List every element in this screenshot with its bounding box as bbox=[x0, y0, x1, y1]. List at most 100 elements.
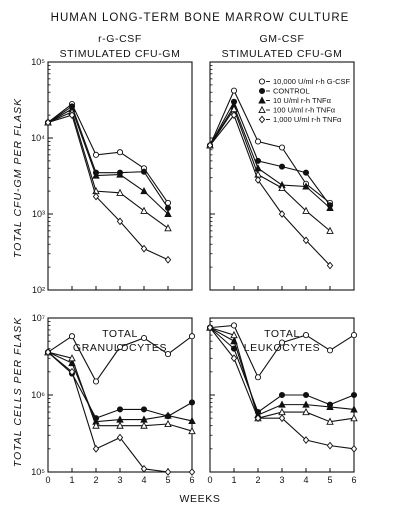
panel-title-line-2: STIMULATED CFU-GM bbox=[60, 48, 181, 60]
data-point-triangle-filled bbox=[350, 405, 358, 413]
series-line-circle-filled bbox=[47, 105, 169, 209]
y-axis-label-bottom: TOTAL CELLS PER FLASK bbox=[12, 317, 24, 468]
panel-title-line-1: TOTAL bbox=[264, 328, 300, 340]
data-point-circle-open bbox=[278, 144, 286, 151]
data-point-diamond-open bbox=[206, 323, 214, 332]
data-point-circle-open bbox=[230, 87, 238, 94]
data-point-diamond-open bbox=[326, 261, 334, 270]
series-line-diamond-open bbox=[209, 114, 331, 266]
data-point-circle-open bbox=[188, 333, 196, 340]
data-point-triangle-open bbox=[140, 206, 148, 214]
x-tick-label: 4 bbox=[141, 475, 146, 485]
data-point-diamond-open bbox=[92, 192, 100, 201]
data-point-triangle-open bbox=[302, 407, 310, 416]
data-point-triangle-open bbox=[68, 354, 76, 362]
y-tick-label: 10² bbox=[32, 285, 45, 295]
x-tick-label: 2 bbox=[255, 475, 260, 485]
y-tick-label: 10⁵ bbox=[31, 467, 45, 477]
x-tick-label: 0 bbox=[45, 475, 50, 485]
x-tick-label: 6 bbox=[351, 475, 356, 485]
x-tick-label: 1 bbox=[69, 475, 74, 485]
data-point-triangle-open bbox=[164, 224, 172, 232]
series-line-triangle-open bbox=[209, 107, 331, 232]
data-point-diamond-open bbox=[44, 348, 52, 357]
panel-cfu-gm-gm-csf: GM-CSF STIMULATED CFU-GM bbox=[206, 33, 355, 291]
legend-marker-circle-filled bbox=[258, 87, 266, 95]
data-point-circle-filled bbox=[278, 163, 286, 170]
data-point-diamond-open bbox=[278, 414, 286, 423]
data-point-circle-open bbox=[254, 374, 262, 381]
panel-cfu-gm-g-csf: r-G-CSF STIMULATED CFU-GM 10² 10³ 10⁴ 10⁵ bbox=[31, 33, 193, 295]
data-point-circle-filled bbox=[302, 169, 310, 176]
y-tick-label: 10⁴ bbox=[31, 133, 45, 143]
data-point-circle-filled bbox=[350, 391, 358, 399]
series-line-circle-open bbox=[47, 103, 169, 204]
panel-title-line-1: TOTAL bbox=[102, 328, 138, 340]
data-point-circle-open bbox=[140, 334, 148, 342]
x-tick-label: 3 bbox=[117, 475, 122, 485]
data-point-triangle-open bbox=[302, 206, 310, 214]
data-point-triangle-filled bbox=[278, 400, 286, 408]
data-point-diamond-open bbox=[254, 414, 262, 423]
data-point-diamond-open bbox=[140, 244, 148, 253]
x-tick-label: 2 bbox=[93, 475, 98, 485]
data-point-circle-open bbox=[302, 332, 310, 339]
series-line-diamond-open bbox=[47, 114, 169, 261]
data-point-circle-open bbox=[350, 332, 358, 339]
data-point-triangle-filled bbox=[188, 416, 196, 425]
x-axis-label: WEEKS bbox=[180, 493, 221, 505]
data-point-circle-open bbox=[164, 351, 172, 358]
data-point-triangle-filled bbox=[302, 400, 310, 408]
data-point-circle-filled bbox=[116, 406, 124, 413]
data-point-diamond-open bbox=[140, 464, 148, 473]
data-point-diamond-open bbox=[350, 444, 358, 453]
panel-leukocytes: TOTAL LEUKOCYTES 0 1 2 3 4 5 6 bbox=[206, 317, 358, 485]
data-point-circle-filled bbox=[140, 168, 148, 175]
data-point-circle-open bbox=[116, 149, 124, 156]
legend-label: 10 U/ml r-h TNFα bbox=[273, 96, 332, 105]
data-point-diamond-open bbox=[44, 118, 52, 127]
legend-marker-circle-open bbox=[258, 78, 266, 85]
x-tick-label: 6 bbox=[189, 475, 194, 485]
data-point-circle-filled bbox=[302, 391, 310, 399]
data-point-diamond-open bbox=[278, 210, 286, 218]
data-point-diamond-open bbox=[188, 468, 196, 476]
data-point-circle-open bbox=[254, 138, 262, 145]
x-tick-label: 4 bbox=[303, 475, 308, 485]
data-point-diamond-open bbox=[116, 217, 124, 226]
data-point-diamond-open bbox=[254, 176, 262, 184]
data-point-diamond-open bbox=[326, 441, 334, 450]
data-point-circle-filled bbox=[140, 406, 148, 413]
data-point-circle-open bbox=[278, 339, 286, 346]
y-tick-label: 10⁵ bbox=[31, 57, 45, 67]
data-point-diamond-open bbox=[68, 367, 76, 376]
data-point-triangle-open bbox=[140, 421, 148, 429]
data-point-triangle-open bbox=[92, 421, 100, 429]
data-point-triangle-filled bbox=[326, 203, 334, 212]
data-point-diamond-open bbox=[68, 111, 76, 120]
data-point-triangle-open bbox=[278, 183, 286, 192]
data-point-diamond-open bbox=[206, 141, 214, 150]
data-point-triangle-open bbox=[116, 421, 124, 429]
panel-title-line-1: GM-CSF bbox=[259, 33, 304, 45]
data-point-triangle-filled bbox=[164, 411, 172, 419]
data-point-circle-open bbox=[230, 322, 238, 329]
data-point-triangle-filled bbox=[326, 402, 334, 410]
legend-label: 100 U/ml r-h TNFα bbox=[273, 106, 336, 115]
data-point-circle-filled bbox=[164, 204, 172, 212]
data-point-triangle-open bbox=[116, 188, 124, 196]
legend-label: 10,000 U/ml r-h G-CSF bbox=[273, 77, 351, 86]
data-point-diamond-open bbox=[164, 255, 172, 264]
legend-marker-diamond-open bbox=[258, 115, 266, 124]
data-point-diamond-open bbox=[116, 433, 124, 442]
data-point-diamond-open bbox=[230, 354, 238, 363]
data-point-triangle-filled bbox=[92, 171, 100, 179]
y-tick-label: 10⁷ bbox=[32, 313, 45, 323]
x-tick-label: 1 bbox=[231, 475, 236, 485]
panel-title-line-2: LEUKOCYTES bbox=[244, 342, 321, 354]
panel-title-line-2: STIMULATED CFU-GM bbox=[222, 48, 343, 60]
data-point-circle-filled bbox=[278, 391, 286, 399]
y-tick-label: 10³ bbox=[32, 209, 45, 219]
data-point-triangle-filled bbox=[116, 170, 124, 178]
